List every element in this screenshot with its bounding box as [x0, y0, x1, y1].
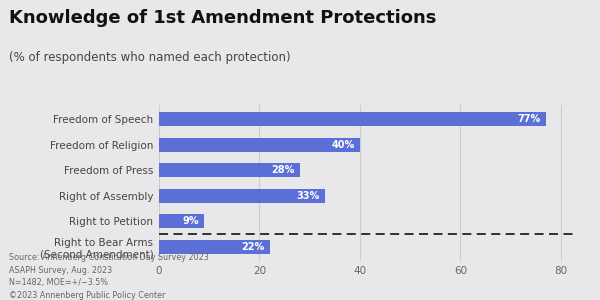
Bar — [159, 112, 546, 126]
Text: 33%: 33% — [296, 191, 320, 201]
Bar — [159, 189, 325, 203]
Text: 9%: 9% — [182, 216, 199, 226]
Text: Knowledge of 1st Amendment Protections: Knowledge of 1st Amendment Protections — [9, 9, 436, 27]
Bar — [159, 214, 204, 228]
Text: 22%: 22% — [241, 242, 265, 252]
Text: 77%: 77% — [518, 114, 541, 124]
Bar — [159, 163, 299, 177]
Bar — [159, 138, 360, 152]
Text: 28%: 28% — [271, 165, 295, 175]
Bar — [159, 240, 269, 254]
Text: Source: Annenberg Constitution Day Survey 2023
ASAPH Survey, Aug. 2023
N=1482, M: Source: Annenberg Constitution Day Surve… — [9, 254, 209, 300]
Text: (% of respondents who named each protection): (% of respondents who named each protect… — [9, 51, 290, 64]
Text: 40%: 40% — [332, 140, 355, 150]
